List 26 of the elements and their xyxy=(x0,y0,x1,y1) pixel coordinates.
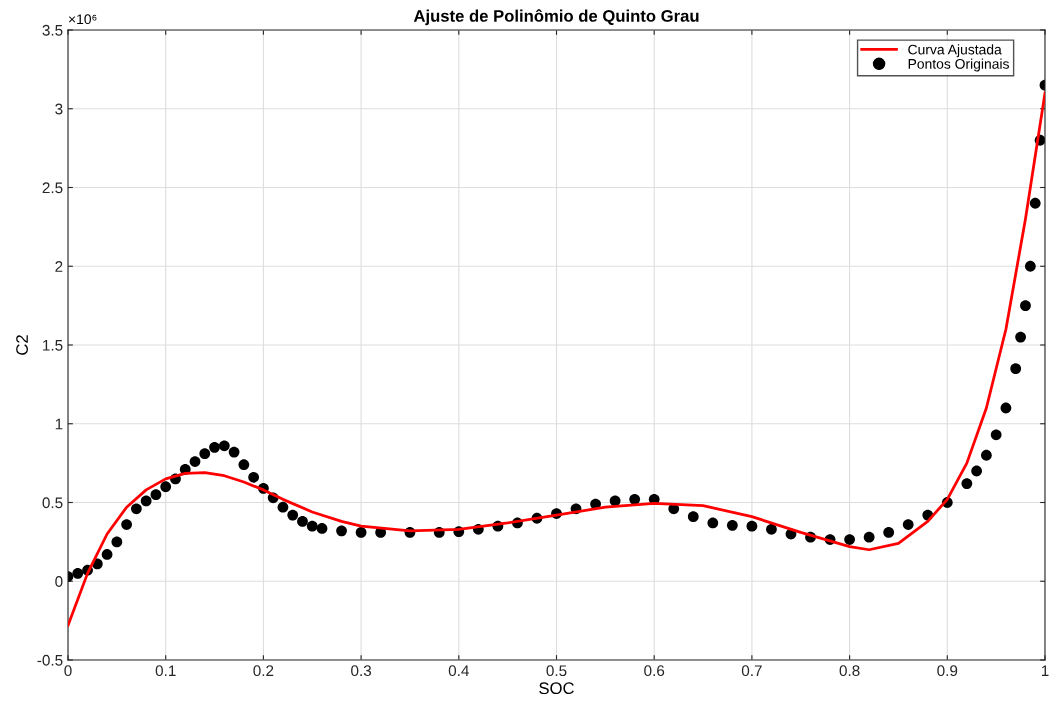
x-tick-label: 0 xyxy=(64,665,72,677)
legend-label: Curva Ajustada xyxy=(908,44,1002,58)
x-tick-label: 0.3 xyxy=(351,665,372,677)
text: ×10⁶ xyxy=(68,14,97,25)
y-tick-label: 3.5 xyxy=(42,24,63,36)
x-tick-label: 0.2 xyxy=(253,665,274,677)
y-tick-label: 2.5 xyxy=(42,182,63,194)
x-tick-label: 0.6 xyxy=(644,665,665,677)
y-tick-label: 1 xyxy=(55,418,63,430)
x-tick-label: 0.9 xyxy=(937,665,958,677)
x-tick-label: 0.8 xyxy=(839,665,860,677)
y-tick-label: 0.5 xyxy=(42,497,63,509)
x-tick-label: 0.5 xyxy=(546,665,567,677)
x-tick-label: 1 xyxy=(1041,665,1049,676)
y-axis-title: C2 xyxy=(16,335,28,355)
x-tick-label: 0.4 xyxy=(448,665,469,677)
x-tick-label: 0.1 xyxy=(155,665,176,677)
y-tick-label: 3 xyxy=(55,103,63,115)
x-axis-title: SOC xyxy=(539,682,574,695)
chart-title: Ajuste de Polinômio de Quinto Grau xyxy=(413,9,699,26)
y-tick-label: 0 xyxy=(55,576,63,587)
x-tick-label: 0.7 xyxy=(741,665,762,677)
y-tick-label: 1.5 xyxy=(43,340,63,351)
y-tick-label: -0.5 xyxy=(37,654,63,666)
legend-label: Pontos Originais xyxy=(908,58,1009,72)
y-tick-label: 2 xyxy=(55,261,63,272)
